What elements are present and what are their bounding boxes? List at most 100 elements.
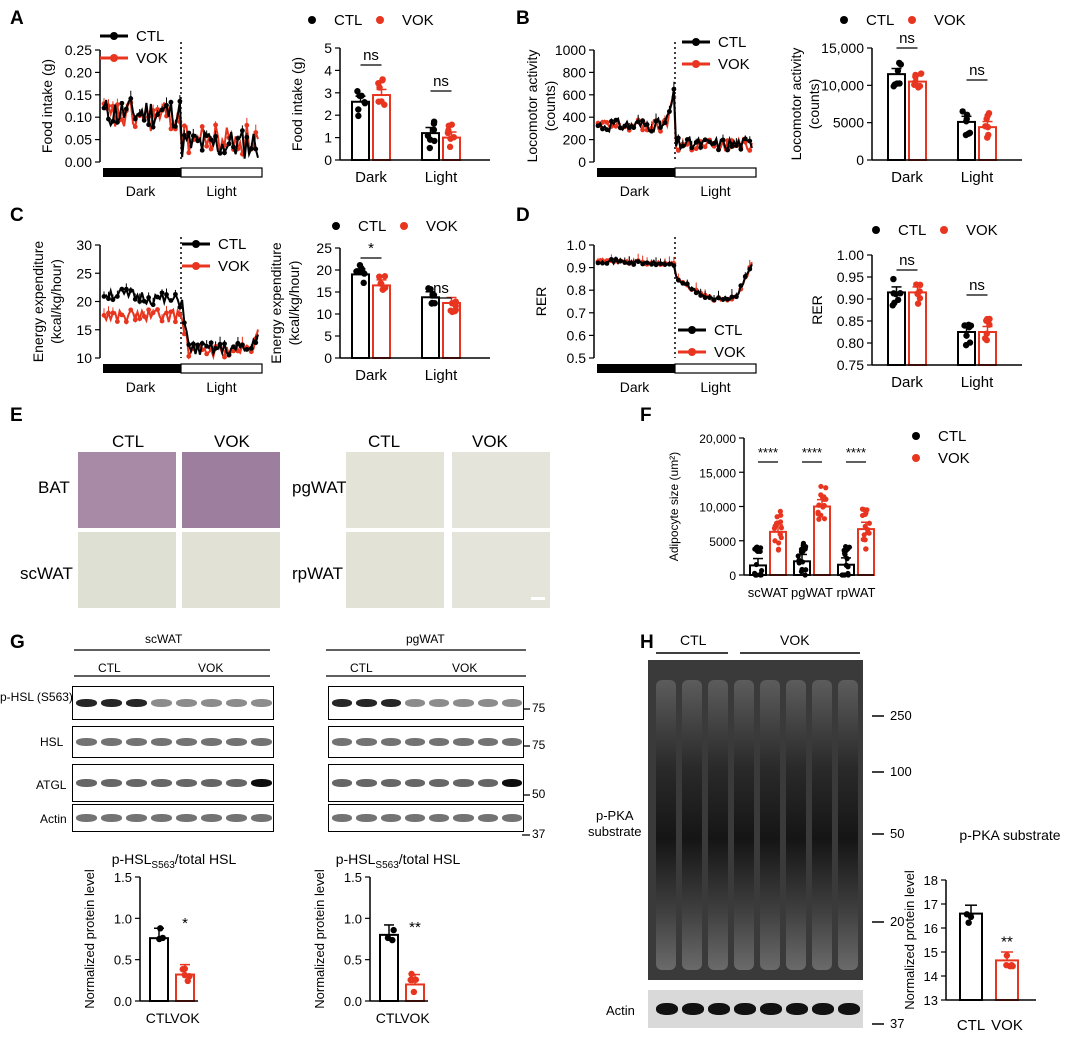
b-bar-data-point: [895, 59, 903, 67]
d-trace-point: [707, 295, 712, 301]
c-trace-point: [199, 340, 205, 346]
a-bar-data-point: [381, 101, 388, 108]
d-bar-legend-label: CTL: [898, 222, 926, 239]
a-bar-data-point: [354, 88, 361, 95]
blot-band: [251, 814, 272, 822]
d-trace-point: [671, 263, 677, 269]
g-pgwat-y-tick-label: 1.5: [344, 870, 362, 885]
panel-label-a: A: [10, 8, 24, 29]
f-bar-data-point: [866, 520, 872, 526]
c-trace-point: [248, 349, 254, 355]
d-trace-y-tick-label: 0.6: [567, 327, 587, 343]
c-bar-data-point: [425, 285, 432, 292]
g-group-ctl-1: CTL: [98, 661, 121, 675]
a-trace-y-label: Food intake (g): [39, 59, 55, 153]
a-trace-point: [168, 99, 174, 105]
c-trace-legend-marker: [192, 262, 200, 270]
c-trace-legend-label: CTL: [218, 236, 246, 253]
blot-band: [501, 779, 522, 787]
panel-label-e: E: [10, 405, 23, 426]
h-bar-category-label: VOK: [991, 1017, 1023, 1034]
g-blot-pgwat-row-1: [328, 726, 524, 758]
c-bar-y-label: Energy expenditure: [268, 242, 284, 364]
b-trace-point: [595, 123, 601, 129]
a-trace-point: [110, 118, 116, 124]
g-scwat-y-tick-label: 0.0: [114, 994, 132, 1009]
b-trace-dark-strip: [597, 168, 675, 177]
c-bar-y-label-2: (kcal/kg/hour): [286, 261, 302, 346]
b-trace-y-tick-label: 1000: [555, 42, 586, 58]
d-trace-dark-strip: [597, 364, 675, 373]
c-bar-data-point: [360, 279, 367, 287]
d-bar-data-point: [890, 275, 897, 283]
c-trace-y-tick-label: 25: [76, 265, 92, 281]
a-trace-light-label: Light: [206, 183, 236, 199]
c-trace-point: [150, 310, 156, 316]
c-bar-legend-label: CTL: [358, 218, 386, 235]
b-bar-legend-marker: [840, 16, 848, 24]
f-bar-data-point: [775, 546, 782, 552]
h-blot-lane: [760, 680, 780, 970]
g-pgwat-y-tick-label: 0.5: [344, 953, 362, 968]
b-trace-point: [608, 118, 614, 124]
a-trace-point: [150, 124, 156, 130]
f-bar-data-point: [754, 544, 760, 550]
d-trace-y-label: RER: [533, 287, 549, 317]
d-bar-y-label: RER: [809, 295, 825, 325]
d-trace-point: [600, 260, 605, 266]
a-bar-y-tick-label: 0: [324, 152, 332, 168]
f-bar-data-point: [818, 483, 824, 490]
g-scwat-category-label: CTL: [146, 1010, 173, 1026]
blot-band: [151, 814, 172, 822]
blot-band: [251, 699, 272, 707]
f-bar-data-point: [773, 520, 780, 527]
c-trace-point: [137, 316, 143, 322]
blot-band: [380, 738, 401, 746]
g-pgwat-title: p-HSLS563/total HSL: [336, 851, 461, 871]
blot-band: [453, 779, 474, 787]
d-bar-y-tick-label: 1.00: [837, 247, 864, 263]
b-bar-data-point: [984, 123, 992, 131]
b-trace-y-tick-label: 600: [563, 87, 587, 103]
a-trace-point: [141, 117, 147, 123]
c-trace-point: [164, 292, 169, 297]
f-bar-data-point: [800, 548, 806, 554]
g-mw-4: 37: [532, 827, 546, 841]
f-bar-data-point: [844, 556, 850, 562]
b-trace-point: [658, 128, 663, 134]
b-trace-point: [671, 86, 677, 92]
g-pgwat-y-tick-label: 1.0: [344, 911, 362, 926]
h-bar-y-tick-label: 17: [924, 897, 938, 912]
b-trace-point: [702, 144, 708, 150]
e-header-ctl-2: CTL: [368, 432, 401, 451]
c-trace-point: [114, 294, 120, 299]
a-trace-legend-label: CTL: [136, 28, 164, 45]
d-trace-point: [675, 277, 681, 283]
h-bar-category-label: CTL: [957, 1017, 985, 1034]
b-bar-category-label: Light: [961, 169, 994, 186]
g-blot-pgwat-row-3: [328, 804, 524, 832]
h-actin-band: [760, 1003, 782, 1015]
c-bar-y-tick-label: 25: [316, 240, 332, 256]
c-trace-point: [155, 307, 160, 312]
f-bar-significance-label: ****: [802, 445, 822, 460]
b-trace-legend-label: CTL: [718, 34, 746, 51]
c-bar-category-label: Dark: [355, 367, 387, 384]
b-trace-point: [658, 125, 663, 130]
a-trace-legend-marker: [110, 32, 118, 40]
a-trace-point: [213, 134, 218, 139]
c-bar-category-label: Light: [425, 367, 458, 384]
f-bar-data-point: [816, 516, 822, 522]
g-protein-actin: Actin: [40, 812, 67, 826]
c-bar-legend-label: VOK: [426, 218, 458, 235]
a-trace-point: [199, 124, 205, 129]
blot-band: [176, 699, 197, 707]
blot-band: [477, 779, 498, 787]
d-trace-point: [747, 266, 753, 272]
g-pgwat-category-label: CTL: [376, 1010, 403, 1026]
g-pgwat-category-label: VOK: [400, 1010, 430, 1026]
c-bar-bar-dark-vok: [372, 284, 391, 359]
d-trace-point: [716, 295, 721, 301]
blot-band: [501, 699, 522, 707]
blot-band: [101, 779, 122, 787]
